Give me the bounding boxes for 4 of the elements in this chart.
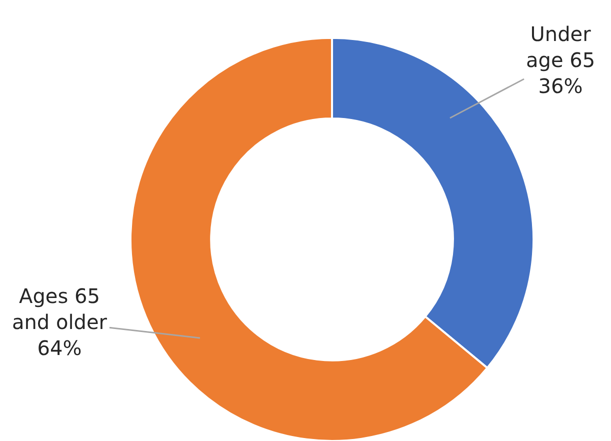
data-label: 36% xyxy=(538,74,583,98)
slice-label: Under age 65 xyxy=(526,22,596,72)
data-label: 64% xyxy=(37,336,82,360)
slice-label: Ages 65 and older xyxy=(12,284,108,334)
